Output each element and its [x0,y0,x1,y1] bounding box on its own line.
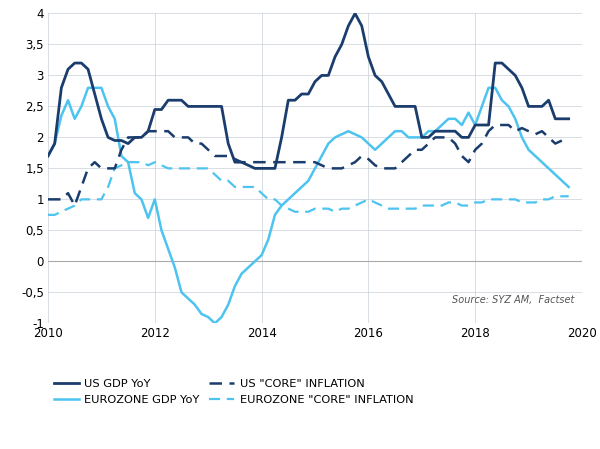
Legend: US GDP YoY, EUROZONE GDP YoY, US "CORE" INFLATION, EUROZONE "CORE" INFLATION: US GDP YoY, EUROZONE GDP YoY, US "CORE" … [53,379,413,405]
Text: Source: SYZ AM,  Factset: Source: SYZ AM, Factset [452,295,574,305]
